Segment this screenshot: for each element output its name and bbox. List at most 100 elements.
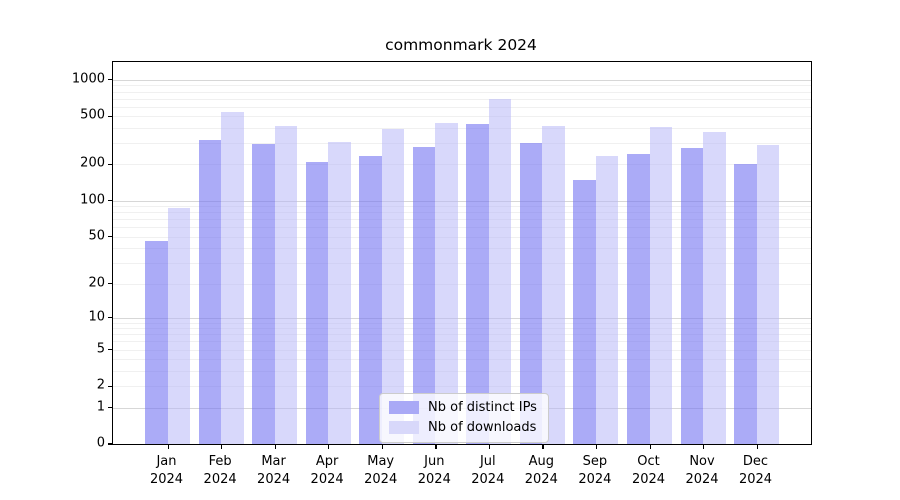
bar-distinct-ips-3 [252,144,275,444]
y-tick [107,348,112,351]
x-tick-label-3: Mar 2024 [257,454,291,487]
gridline-600 [113,106,811,108]
gridline-200 [113,164,811,166]
y-tick [107,406,112,409]
y-tick-label-50: 50 [88,228,105,244]
gridline-400 [113,128,811,129]
gridline-700 [113,98,811,100]
gridline-2 [113,386,811,388]
gridline-40 [113,248,811,250]
y-tick-label-1: 1 [96,399,105,414]
legend-label-downloads: Nb of downloads [428,420,537,435]
bar-distinct-ips-4 [305,161,329,444]
gridline-7 [113,334,811,336]
bars-layer [113,62,811,444]
y-tick [107,385,112,387]
x-tick-label-1: Jan 2024 [149,454,184,487]
gridline-90 [113,206,811,208]
gridline-800 [113,91,811,93]
bar-downloads-4 [328,141,351,444]
y-tick-label-0: 0 [96,435,105,451]
x-tick [167,445,169,450]
bar-downloads-6 [435,123,458,444]
gridline-8 [113,328,811,330]
chart-title: commonmark 2024 [385,36,537,54]
bar-distinct-ips-10 [627,153,650,444]
legend: Nb of distinct IPs Nb of downloads [379,393,549,443]
axis-ticks-layer [107,62,811,450]
x-tick-label-12: Dec 2024 [738,454,773,487]
x-tick [649,445,651,450]
bar-distinct-ips-9 [573,180,596,444]
x-tick-label-4: Apr 2024 [310,454,344,487]
y-tick-label-5: 5 [96,341,105,356]
y-tick-label-20: 20 [88,275,105,290]
x-tick-label-6: Jun 2024 [417,454,451,487]
y-tick-label-100: 100 [80,192,105,208]
gridline-6 [113,341,811,343]
bar-distinct-ips-5 [359,156,382,444]
y-tick [107,236,112,238]
gridline-9 [113,322,811,324]
bar-downloads-9 [595,155,619,444]
x-tick-label-10: Oct 2024 [631,454,666,487]
gridline-3 [113,370,811,372]
gridline-500 [113,116,811,118]
x-tick [703,445,705,450]
x-tick [328,445,330,450]
x-tick [756,445,758,450]
y-tick [107,115,112,117]
x-tick [221,445,223,450]
gridline-4 [113,359,811,361]
legend-label-distinct-ips: Nb of distinct IPs [428,400,537,415]
x-tick-label-7: Jul 2024 [471,454,505,487]
gridline-300 [113,143,811,145]
bar-downloads-5 [381,129,405,444]
x-tick-label-11: Nov 2024 [685,454,719,487]
bar-downloads-2 [221,111,244,444]
x-tick [595,445,598,450]
gridline-10 [113,317,811,319]
bar-distinct-ips-11 [680,147,703,444]
y-tick [107,163,112,166]
x-tick-label-5: May 2024 [364,454,398,487]
y-tick [107,79,112,81]
y-tick [107,200,112,202]
gridline-30 [113,262,811,264]
gridline-900 [113,85,811,87]
y-tick-label-500: 500 [80,107,105,123]
legend-swatch-downloads [389,421,419,434]
x-tick [381,445,383,450]
legend-item-downloads: Nb of downloads [389,420,537,435]
x-tick [435,445,437,450]
bar-downloads-7 [488,98,512,444]
gridline-5 [113,349,811,351]
bar-distinct-ips-1 [145,241,168,444]
bar-distinct-ips-8 [519,143,543,444]
y-tick [107,282,112,285]
y-tick [107,317,112,319]
gridline-70 [113,219,811,221]
legend-swatch-distinct-ips [389,401,419,414]
y-tick-label-10: 10 [88,309,105,325]
x-tick [542,445,544,450]
gridline-50 [113,236,811,238]
bar-downloads-10 [649,127,672,444]
bar-distinct-ips-2 [198,139,221,444]
gridline-60 [113,227,811,229]
bar-distinct-ips-6 [412,147,436,444]
legend-item-distinct-ips: Nb of distinct IPs [389,400,537,415]
bar-downloads-12 [756,144,779,444]
gridline-1000 [113,79,811,81]
gridline-20 [113,283,811,285]
bar-downloads-3 [274,125,298,444]
x-tick-label-2: Feb 2024 [203,454,237,487]
bar-distinct-ips-7 [466,123,489,444]
x-tick-label-9: Sep 2024 [578,454,612,487]
y-tick [107,443,112,445]
plot-area: Nb of distinct IPs Nb of downloads [107,61,812,450]
bar-distinct-ips-12 [734,163,757,444]
grid-layer [113,62,811,444]
